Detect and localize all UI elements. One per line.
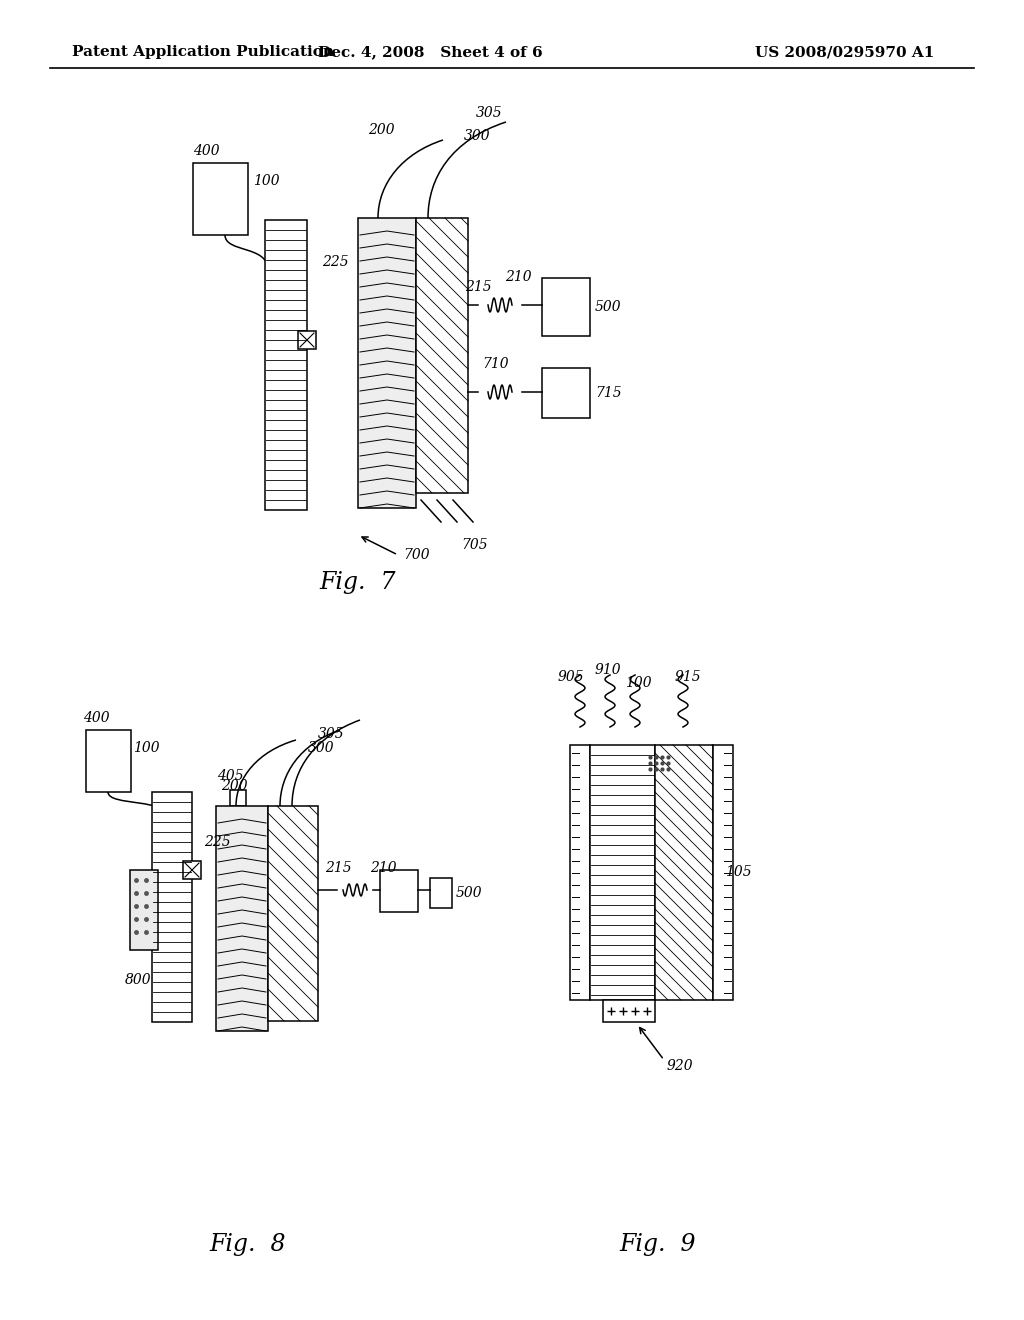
Text: 100: 100 xyxy=(625,676,651,690)
Text: 100: 100 xyxy=(253,174,280,187)
Text: Fig.  7: Fig. 7 xyxy=(319,570,396,594)
Bar xyxy=(655,744,713,1001)
Text: 715: 715 xyxy=(595,385,622,400)
Text: 920: 920 xyxy=(667,1059,693,1073)
Text: 915: 915 xyxy=(675,671,701,684)
Text: 210: 210 xyxy=(505,271,531,284)
Text: 105: 105 xyxy=(725,865,752,879)
Text: Dec. 4, 2008   Sheet 4 of 6: Dec. 4, 2008 Sheet 4 of 6 xyxy=(317,45,543,59)
Bar xyxy=(265,220,307,510)
Bar xyxy=(542,279,590,337)
Text: 305: 305 xyxy=(318,727,345,741)
Text: 200: 200 xyxy=(221,779,248,793)
Bar xyxy=(603,1001,655,1022)
Bar xyxy=(152,792,193,1022)
Text: 500: 500 xyxy=(595,300,622,314)
Bar xyxy=(230,789,246,807)
Bar xyxy=(416,218,468,492)
Text: Fig.  9: Fig. 9 xyxy=(620,1233,696,1257)
Bar xyxy=(713,744,733,1001)
Text: 405: 405 xyxy=(217,770,244,783)
Text: Fig.  8: Fig. 8 xyxy=(210,1233,287,1257)
Text: 300: 300 xyxy=(308,741,335,755)
Text: 910: 910 xyxy=(595,663,622,677)
Bar xyxy=(130,870,158,950)
Text: 225: 225 xyxy=(204,836,230,849)
Text: 300: 300 xyxy=(464,129,490,143)
Text: 225: 225 xyxy=(322,255,348,269)
Text: 800: 800 xyxy=(125,973,152,987)
Text: 705: 705 xyxy=(461,539,487,552)
Text: 100: 100 xyxy=(133,741,160,755)
Bar xyxy=(298,331,316,348)
Text: 500: 500 xyxy=(456,886,482,900)
Text: 400: 400 xyxy=(83,711,110,725)
Bar xyxy=(193,162,248,235)
Text: Patent Application Publication: Patent Application Publication xyxy=(72,45,334,59)
Text: 215: 215 xyxy=(465,280,492,294)
Bar xyxy=(430,878,452,908)
Text: US 2008/0295970 A1: US 2008/0295970 A1 xyxy=(755,45,934,59)
Bar xyxy=(216,807,268,1031)
Text: 710: 710 xyxy=(482,356,509,371)
Text: 305: 305 xyxy=(476,106,503,120)
Bar xyxy=(380,870,418,912)
Bar xyxy=(590,744,655,1001)
Bar xyxy=(183,861,201,879)
Bar xyxy=(86,730,131,792)
Text: 210: 210 xyxy=(370,861,396,875)
Text: 400: 400 xyxy=(193,144,219,158)
Text: 700: 700 xyxy=(403,548,430,562)
Bar xyxy=(358,218,416,508)
Text: 905: 905 xyxy=(558,671,585,684)
Text: 215: 215 xyxy=(325,861,351,875)
Bar xyxy=(268,807,318,1020)
Bar xyxy=(570,744,590,1001)
Text: 200: 200 xyxy=(368,123,394,137)
Bar xyxy=(542,368,590,418)
